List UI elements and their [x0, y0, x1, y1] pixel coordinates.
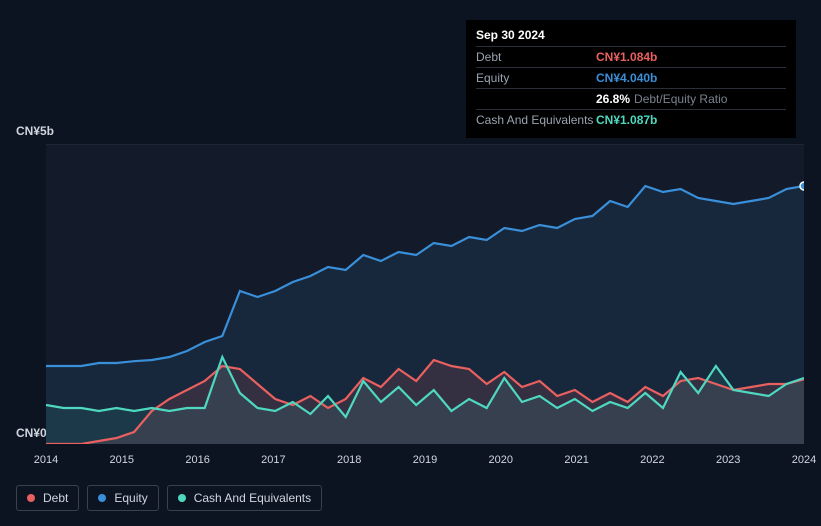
- legend-dot-icon: [98, 494, 106, 502]
- x-tick-label: 2020: [489, 454, 513, 466]
- legend-label: Debt: [43, 491, 68, 505]
- legend-item-equity[interactable]: Equity: [87, 485, 158, 511]
- x-tick-label: 2016: [185, 454, 209, 466]
- x-tick-label: 2022: [640, 454, 664, 466]
- x-tick-label: 2019: [413, 454, 437, 466]
- tooltip-ratio-label: Debt/Equity Ratio: [634, 92, 727, 106]
- legend-dot-icon: [178, 494, 186, 502]
- legend-label: Cash And Equivalents: [194, 491, 311, 505]
- tooltip-label: Cash And Equivalents: [476, 113, 596, 127]
- tooltip-row-ratio: 26.8% Debt/Equity Ratio: [476, 88, 786, 109]
- legend-item-cash[interactable]: Cash And Equivalents: [167, 485, 322, 511]
- tooltip-value-cash: CN¥1.087b: [596, 113, 657, 127]
- legend-item-debt[interactable]: Debt: [16, 485, 79, 511]
- x-tick-label: 2024: [792, 454, 816, 466]
- tooltip-label: [476, 92, 596, 106]
- tooltip-date: Sep 30 2024: [476, 28, 786, 46]
- x-tick-label: 2023: [716, 454, 740, 466]
- tooltip-value-debt: CN¥1.084b: [596, 50, 657, 64]
- tooltip-label: Equity: [476, 71, 596, 85]
- y-axis-min-label: CN¥0: [16, 426, 47, 440]
- chart-tooltip: Sep 30 2024 Debt CN¥1.084b Equity CN¥4.0…: [466, 20, 796, 138]
- x-tick-label: 2015: [110, 454, 134, 466]
- chart-legend: Debt Equity Cash And Equivalents: [16, 485, 322, 511]
- x-axis: 2014201520162017201820192020202120222023…: [46, 450, 804, 470]
- tooltip-row-equity: Equity CN¥4.040b: [476, 67, 786, 88]
- tooltip-value-ratio: 26.8%: [596, 92, 630, 106]
- tooltip-value-equity: CN¥4.040b: [596, 71, 657, 85]
- chart-plot-area[interactable]: [46, 144, 804, 444]
- x-tick-label: 2017: [261, 454, 285, 466]
- legend-label: Equity: [114, 491, 147, 505]
- legend-dot-icon: [27, 494, 35, 502]
- x-tick-label: 2021: [564, 454, 588, 466]
- tooltip-label: Debt: [476, 50, 596, 64]
- tooltip-row-cash: Cash And Equivalents CN¥1.087b: [476, 109, 786, 130]
- x-tick-label: 2018: [337, 454, 361, 466]
- y-axis-max-label: CN¥5b: [16, 124, 54, 138]
- tooltip-row-debt: Debt CN¥1.084b: [476, 46, 786, 67]
- x-tick-label: 2014: [34, 454, 58, 466]
- chart-svg: [46, 144, 804, 444]
